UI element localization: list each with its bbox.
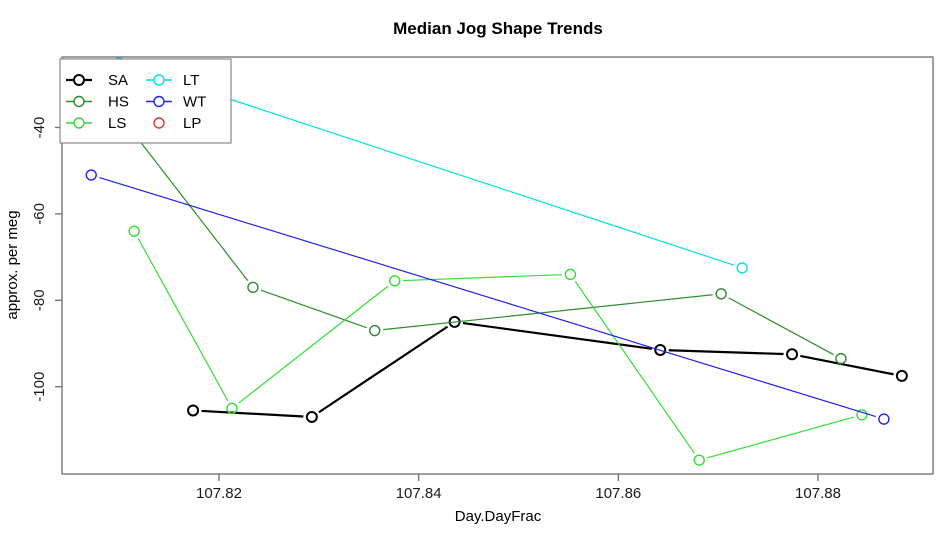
series-layer	[85, 57, 908, 466]
series-line-HS	[383, 294, 713, 331]
series-point-SA	[895, 369, 908, 382]
series-point-LT	[736, 262, 748, 274]
series-line-HS	[260, 289, 367, 329]
legend-marker-LS	[73, 117, 85, 129]
series-point-WT	[85, 169, 97, 181]
series-line-LS	[707, 416, 854, 459]
series-line-WT	[99, 176, 876, 418]
series-line-LS	[403, 274, 562, 282]
series-line-SA	[318, 325, 449, 414]
y-tick-label: -100	[31, 372, 48, 402]
series-point-HS	[369, 324, 381, 337]
series-point-SA	[187, 404, 200, 417]
series-point-LS	[564, 268, 577, 281]
series-line-LS	[574, 281, 695, 454]
series-point-HS	[835, 352, 847, 365]
legend-label-LP: LP	[183, 115, 201, 132]
legend-marker-LT	[153, 74, 165, 86]
legend-item-LT: LT	[146, 72, 199, 89]
y-tick-label: -40	[31, 117, 48, 139]
series-point-HS	[715, 288, 727, 300]
legend-marker-LP	[153, 117, 165, 129]
legend-item-WT: WT	[146, 94, 206, 111]
series-point-HS	[247, 281, 259, 294]
series-LS	[128, 225, 868, 466]
x-tick-label: 107.86	[595, 485, 641, 502]
series-point-SA	[305, 410, 318, 423]
series-WT	[85, 169, 890, 425]
series-point-LS	[389, 275, 401, 287]
legend-marker-WT	[153, 95, 165, 108]
x-tick-label: 107.88	[795, 485, 841, 502]
legend-marker-SA	[73, 74, 85, 86]
legend-label-WT: WT	[183, 94, 206, 111]
y-tick-label: -60	[31, 203, 48, 225]
y-tick-label: -80	[31, 289, 48, 311]
plot-box	[61, 56, 934, 475]
series-line-SA	[462, 321, 652, 350]
series-point-LS	[693, 454, 705, 466]
series-line-LS	[137, 238, 229, 402]
series-line-SA	[668, 349, 784, 356]
axes-layer: 107.82 107.84 107.86 107.88 -40 -60 -80 -100	[31, 56, 934, 502]
legend-label-HS: HS	[108, 94, 129, 111]
series-point-LS	[856, 409, 868, 421]
series-point-LS	[128, 225, 140, 237]
legend-item-LP: LP	[153, 115, 201, 132]
x-tick-label: 107.82	[196, 485, 242, 502]
series-line-SA	[201, 409, 304, 418]
series-point-LS	[226, 402, 238, 414]
series-line-SA	[800, 354, 894, 376]
legend-label-LT: LT	[183, 72, 199, 89]
legend: SA HS LS LT WT LP	[59, 58, 232, 144]
legend-marker-HS	[73, 95, 85, 108]
series-line-HS	[728, 297, 834, 356]
chart-title: Median Jog Shape Trends	[393, 19, 603, 38]
legend-label-LS: LS	[108, 115, 126, 132]
x-tick-label: 107.84	[396, 485, 442, 502]
y-axis-label: approx. per meg	[4, 210, 21, 319]
x-axis-label: Day.DayFrac	[455, 508, 542, 525]
legend-item-LS: LS	[66, 115, 126, 132]
legend-label-SA: SA	[108, 72, 128, 89]
series-point-SA	[786, 348, 799, 361]
legend-item-HS: HS	[66, 94, 129, 111]
legend-item-SA: SA	[66, 72, 128, 89]
series-point-WT	[878, 413, 890, 425]
series-line-LS	[238, 285, 389, 404]
series-point-SA	[654, 343, 667, 356]
series-SA	[187, 315, 908, 423]
